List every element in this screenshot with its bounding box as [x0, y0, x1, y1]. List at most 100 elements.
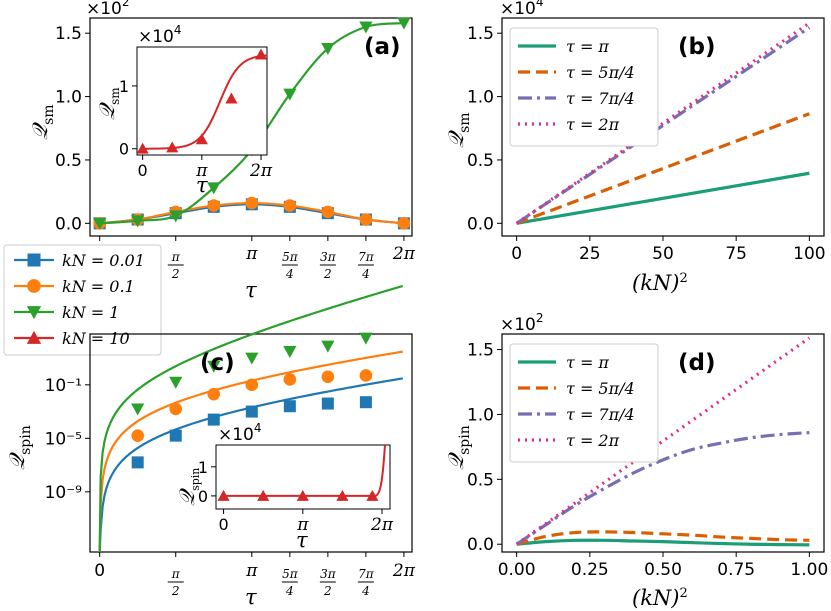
legend-kn-swatch-marker [26, 330, 42, 344]
inset-a-plot [136, 48, 268, 154]
c-xtick-label: 0 [94, 561, 105, 581]
inset-a-xlabel: τ [196, 173, 208, 197]
a-xtick-label-den: 2 [323, 267, 332, 281]
panel-b-multiplier: ×104 [500, 0, 544, 19]
panel-b-xlabel: (kN)2 [632, 271, 688, 295]
series-c-1-point [169, 402, 183, 416]
a-ytick-label: 1.0 [55, 88, 82, 108]
inset-c-multiplier: ×104 [218, 421, 262, 445]
a-xtick-label: 3π2 [319, 250, 337, 281]
c-xtick-label: π2 [167, 567, 184, 598]
legend-kn-swatch-marker [27, 279, 41, 293]
c-xtick-label-num: 3π [320, 567, 337, 581]
series-c-0-point [283, 400, 296, 413]
c-xtick-label-num: 7π [358, 567, 375, 581]
series-c-0-point [131, 456, 144, 469]
inset-c-ytick-label: 1 [198, 458, 208, 477]
series-b-3-line [515, 21, 811, 225]
series-a-2-point [169, 210, 183, 223]
b-ytick-label: 1.0 [467, 88, 494, 108]
series-c-0-point [359, 396, 372, 409]
c-ytick-label: 10⁻⁵ [45, 429, 82, 449]
series-c-2-line [98, 284, 404, 553]
a-xtick-label: π2 [167, 250, 184, 281]
svg-text:𝒬sm: 𝒬sm [444, 112, 473, 148]
a-xtick-label: 2π [392, 244, 416, 264]
inset-c-xtick-label: 2π [370, 515, 394, 535]
panel-d-yticks: 0.0 0.5 1.0 1.5 [467, 341, 502, 555]
inset-a-multiplier: ×104 [138, 23, 182, 47]
series-c-2-point [245, 352, 259, 365]
panel-d-xticks: 0.00 0.25 0.50 0.75 1.00 [498, 552, 828, 580]
b-ytick-label: 1.5 [467, 24, 494, 44]
inset-a-ytick-label: 1 [119, 77, 129, 96]
b-legend-label: τ = 7π/4 [566, 89, 635, 108]
series-a-1-point [321, 205, 335, 219]
inset-c-point [257, 489, 270, 501]
inset-a-ytick-label: 0 [119, 140, 129, 159]
panel-b-yticks: 0.0 0.5 1.0 1.5 [467, 24, 502, 234]
panel-b-legend: τ = π τ = 5π/4 τ = 7π/4 τ = 2π [509, 27, 659, 147]
inset-a-xtick-label: 0 [138, 161, 148, 180]
inset-c-ylabel: 𝒬spin [175, 468, 202, 506]
series-b-2-line [515, 26, 811, 225]
panel-d-legend-box [509, 343, 659, 463]
inset-a-point [254, 48, 268, 60]
panel-b-legend-items: τ = π τ = 5π/4 τ = 7π/4 τ = 2π [518, 37, 635, 134]
series-a-2-point [321, 43, 335, 56]
inset-a-point [136, 142, 149, 154]
legend-kn-label: kN = 1 [62, 303, 119, 322]
b-xtick-label: 75 [725, 244, 747, 264]
legend-kn-swatch-marker [27, 253, 41, 267]
d-xtick-label: 0.25 [571, 560, 609, 580]
inset-a-point [225, 92, 238, 104]
panel-c-label: (c) [200, 350, 235, 376]
d-ytick-label: 1.0 [467, 405, 494, 425]
c-ytick-label: 10⁻¹ [45, 376, 82, 396]
series-c-1-point [131, 429, 144, 442]
svg-text:𝒬spin: 𝒬spin [444, 425, 473, 470]
series-a-2-point [283, 88, 297, 101]
series-c-2-point [131, 403, 145, 416]
d-xtick-label: 0.75 [717, 560, 755, 580]
c-xtick-label-num: π [171, 567, 181, 581]
d-xtick-label: 0.00 [498, 560, 536, 580]
d-legend-label: τ = 7π/4 [566, 405, 635, 424]
inset-c-plot [217, 444, 386, 501]
series-c-0-point [169, 429, 182, 442]
d-legend-label: τ = 2π [566, 431, 620, 450]
a-ytick-label: 0.5 [55, 151, 82, 171]
panel-b-label: (b) [678, 34, 716, 60]
panel-b-plot [515, 21, 811, 225]
inset-a-xtick-label: π [195, 161, 208, 181]
c-xtick-label-num: 5π [282, 567, 299, 581]
inset-c-point [296, 489, 309, 501]
inset-c-xtick-label: π [296, 515, 309, 535]
series-c-1-point [245, 378, 259, 392]
series-c-1-point [359, 369, 373, 382]
panel-b: 0 25 50 75 100 0.0 0.5 1.0 1.5 ×104 (b) (kN)2 𝒬… [444, 0, 826, 295]
series-a-1-point [207, 199, 221, 212]
series-a-1-point [397, 217, 411, 230]
series-b-0-line [516, 171, 810, 225]
panel-c-yticks: 10⁻⁹ 10⁻⁵ 10⁻¹ [45, 376, 90, 503]
series-c-0-point [321, 397, 334, 410]
panel-c-plot [98, 284, 404, 553]
panel-b-ylabel: 𝒬sm [444, 112, 473, 148]
series-c-2-point [169, 376, 183, 389]
inset-c-xlabel: τ [296, 528, 308, 552]
c-xtick-label: 7π4 [357, 567, 375, 598]
panel-d-multiplier: ×102 [500, 311, 544, 335]
inset-a-ticks: 0 π 2π 0 1 [119, 77, 273, 181]
panel-b-xticks: 0 25 50 75 100 [511, 236, 826, 264]
series-a-2-point [397, 17, 411, 30]
panel-d-legend-items: τ = π τ = 5π/4 τ = 7π/4 τ = 2π [518, 353, 635, 450]
panel-b-legend-box [509, 27, 659, 147]
svg-text:𝒬spin: 𝒬spin [175, 468, 202, 506]
c-xtick-label: π [245, 561, 258, 581]
b-ytick-label: 0.5 [467, 151, 494, 171]
inset-c-xtick-label: 0 [218, 515, 228, 534]
c-xtick-label-den: 4 [361, 584, 370, 598]
